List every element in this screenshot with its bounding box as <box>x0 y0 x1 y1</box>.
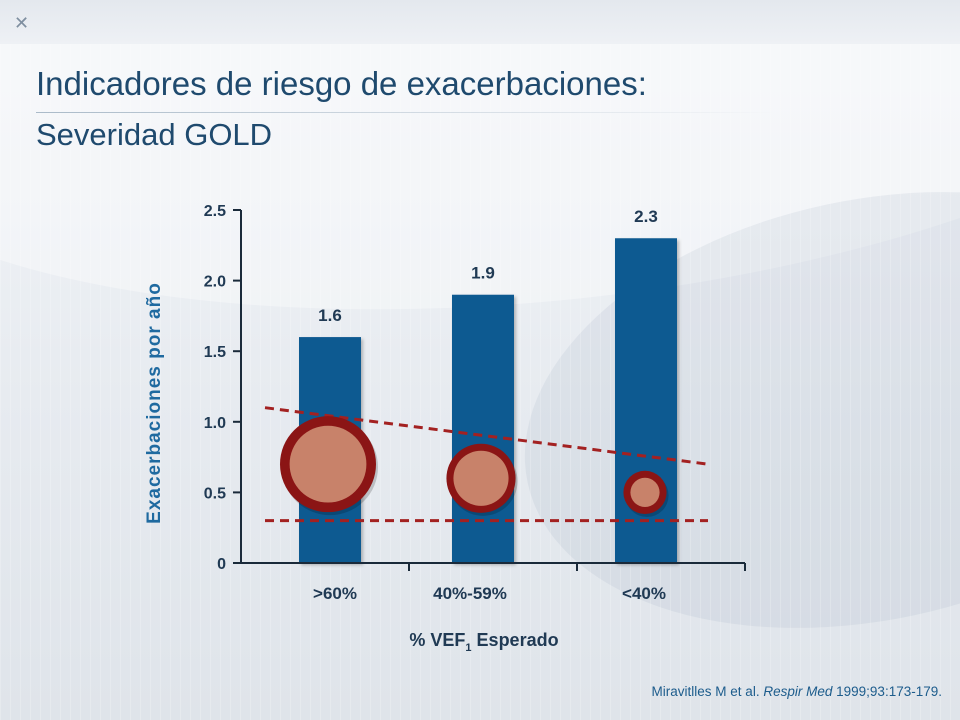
x-axis-label-subscript: 1 <box>465 642 471 654</box>
y-tick-label: 1.5 <box>204 344 226 361</box>
citation-journal: Respir Med <box>763 684 833 699</box>
slide-title: Indicadores de riesgo de exacerbaciones: <box>36 65 647 102</box>
x-category-label: <40% <box>622 584 666 603</box>
y-tick-label: 0.5 <box>204 485 226 502</box>
slide-subtitle: Severidad GOLD <box>36 117 273 152</box>
citation-authors: Miravitlles M et al. <box>651 684 760 699</box>
y-tick-label: 0 <box>217 556 226 573</box>
title-divider <box>36 112 776 113</box>
bar-2 <box>452 294 514 563</box>
bar-data-label: 1.9 <box>471 264 495 283</box>
circle-marker-inner <box>289 425 367 503</box>
y-tick-label: 2.5 <box>204 203 226 220</box>
y-tick-label: 1.0 <box>204 415 226 432</box>
y-tick-label: 2.0 <box>204 274 226 291</box>
citation-reference: 1999;93:173-179. <box>836 684 942 699</box>
top-band <box>0 0 960 44</box>
bar-data-label: 1.6 <box>318 306 342 325</box>
y-axis-label: Exacerbaciones por año <box>144 282 165 524</box>
corner-cross-icon: ✕ <box>14 13 30 33</box>
x-axis-label-suffix: Esperado <box>472 630 559 650</box>
x-axis-label-prefix: % VEF <box>409 630 465 650</box>
x-axis-label: % VEF1 Esperado <box>409 630 558 654</box>
x-category-label: >60% <box>313 584 357 603</box>
bar-data-label: 2.3 <box>634 207 658 226</box>
circle-marker-inner <box>453 450 509 506</box>
citation: Miravitlles M et al. Respir Med 1999;93:… <box>652 684 942 699</box>
x-category-label: 40%-59% <box>433 584 507 603</box>
circle-marker-inner <box>630 477 660 507</box>
